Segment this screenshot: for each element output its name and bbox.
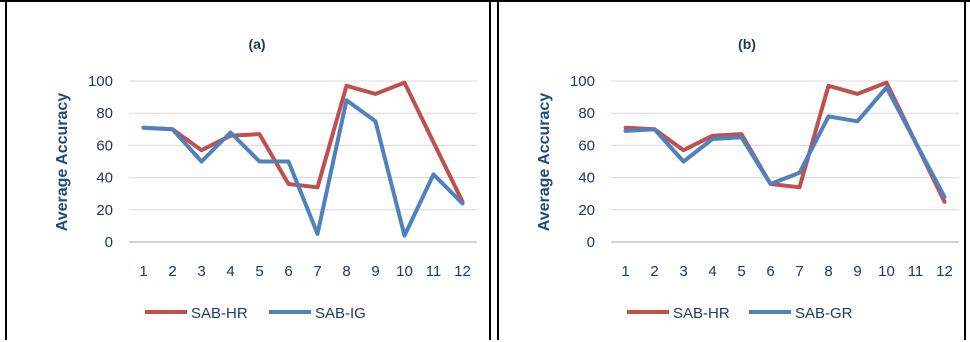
y-tick-label: 60	[96, 137, 113, 154]
series-line-sab-gr	[623, 85, 947, 199]
x-tick-label: 9	[853, 263, 861, 280]
y-tick-label: 0	[587, 234, 595, 251]
x-tick-label: 4	[226, 263, 234, 280]
legend-label: SAB-HR	[191, 305, 248, 322]
x-tick-label: 5	[737, 263, 745, 280]
y-tick-label: 80	[578, 105, 595, 122]
chart-panel-b: (b) 0 20 40 60 80 100 1 2 3 4 5 6 7 8 9 10 11 12 Average Ac…	[497, 0, 966, 340]
y-tick-label: 60	[578, 137, 595, 154]
x-tick-label: 11	[426, 263, 442, 280]
x-tick-label: 4	[708, 263, 716, 280]
series-line-sab-ig	[141, 98, 465, 238]
legend-label: SAB-HR	[673, 305, 730, 322]
legend-label: SAB-IG	[315, 305, 366, 322]
y-tick-label: 20	[578, 202, 595, 219]
y-tick-label: 80	[96, 105, 113, 122]
x-tick-label: 7	[795, 263, 803, 280]
x-tick-label: 2	[650, 263, 658, 280]
series-line-sab-hr	[623, 80, 947, 204]
x-tick-label: 6	[766, 263, 774, 280]
x-tick-label: 8	[342, 263, 350, 280]
chart-b-title: (b)	[738, 36, 756, 52]
x-tick-label: 3	[679, 263, 687, 280]
y-tick-label: 20	[96, 202, 113, 219]
x-tick-label: 9	[371, 263, 379, 280]
y-tick-label: 40	[578, 170, 595, 187]
x-tick-label: 5	[255, 263, 263, 280]
x-tick-label: 10	[396, 263, 413, 280]
x-tick-label: 10	[878, 263, 895, 280]
chart-a-y-axis-label: Average Accuracy	[54, 93, 71, 232]
x-tick-label: 11	[908, 263, 924, 280]
x-tick-label: 1	[139, 263, 147, 280]
chart-b-y-axis-label: Average Accuracy	[536, 93, 553, 232]
series-line-sab-hr	[141, 80, 465, 204]
x-tick-label: 12	[936, 263, 953, 280]
x-tick-label: 3	[197, 263, 205, 280]
y-tick-label: 40	[96, 170, 113, 187]
legend-label: SAB-GR	[795, 305, 853, 322]
x-tick-label: 12	[454, 263, 471, 280]
x-tick-label: 8	[824, 263, 832, 280]
x-tick-label: 2	[168, 263, 176, 280]
x-tick-label: 1	[621, 263, 629, 280]
x-tick-label: 7	[313, 263, 321, 280]
x-tick-label: 6	[284, 263, 292, 280]
y-tick-label: 100	[88, 73, 113, 90]
chart-panel-a: (a) 0 20 40 60 80 100 1 2 3 4 5 6 7 8 9 10 11 12 Average Ac…	[5, 0, 491, 340]
y-tick-label: 0	[105, 234, 113, 251]
y-tick-label: 100	[570, 73, 595, 90]
chart-a-title: (a)	[248, 36, 265, 52]
